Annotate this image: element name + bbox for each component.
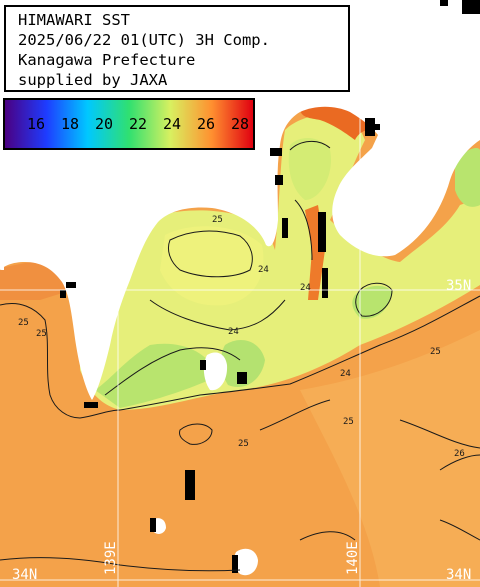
lat-label-34n-left: 34N: [12, 567, 38, 583]
contour-label: 25: [430, 347, 441, 357]
island-small-2: [233, 548, 258, 576]
legend-label: 24: [163, 115, 182, 133]
title-line-product: HIMAWARI SST: [18, 11, 130, 29]
title-box: HIMAWARI SST 2025/06/22 01(UTC) 3H Comp.…: [4, 5, 350, 92]
island-hatsushima: [203, 352, 228, 391]
lon-label-140e: 140E: [345, 541, 361, 575]
legend-label: 18: [61, 115, 80, 133]
sea-cool-area: [80, 114, 480, 411]
sea-cooler-area-2: [220, 340, 265, 388]
contour-label: 26: [454, 449, 465, 459]
contour-label: 24: [228, 327, 239, 337]
contours: [0, 141, 480, 572]
legend-label: 22: [129, 115, 148, 133]
lat-label-34n-right: 34N: [446, 567, 472, 583]
sea-cooler-area-5: [455, 148, 480, 207]
contour-labels: 25 25 25 25 24 24 24 24 25 25 26: [18, 215, 465, 459]
title-line-region: Kanagawa Prefecture: [18, 51, 196, 69]
title-line-date: 2025/06/22 01(UTC) 3H Comp.: [18, 31, 270, 49]
legend-label: 16: [27, 115, 46, 133]
legend-color-bar: [5, 100, 253, 148]
legend-label: 28: [231, 115, 250, 133]
legend-label: 26: [197, 115, 216, 133]
legend-labels: 16 18 20 22 24 26 28: [27, 115, 253, 133]
sea-cooler-area: [95, 343, 220, 408]
lat-label-35n: 35N: [446, 278, 472, 294]
contour-label: 25: [343, 417, 354, 427]
contour-label: 24: [258, 265, 269, 275]
color-legend: 16 18 20 22 24 26 28: [3, 98, 255, 150]
legend-label: 20: [95, 115, 114, 133]
contour-label: 25: [212, 215, 223, 225]
lon-label-139e: 139E: [103, 541, 119, 575]
contour-label: 24: [300, 283, 311, 293]
sea-mid-band: [300, 330, 480, 587]
contour-label: 25: [36, 329, 47, 339]
sea-bay-inner: [160, 226, 264, 306]
title-line-credit: supplied by JAXA: [18, 71, 168, 89]
sea-cooler-area-3: [288, 138, 331, 200]
contour-label: 25: [238, 439, 249, 449]
cloud-pixels: [60, 0, 480, 573]
contour-label: 25: [18, 318, 29, 328]
contour-label: 24: [340, 369, 351, 379]
